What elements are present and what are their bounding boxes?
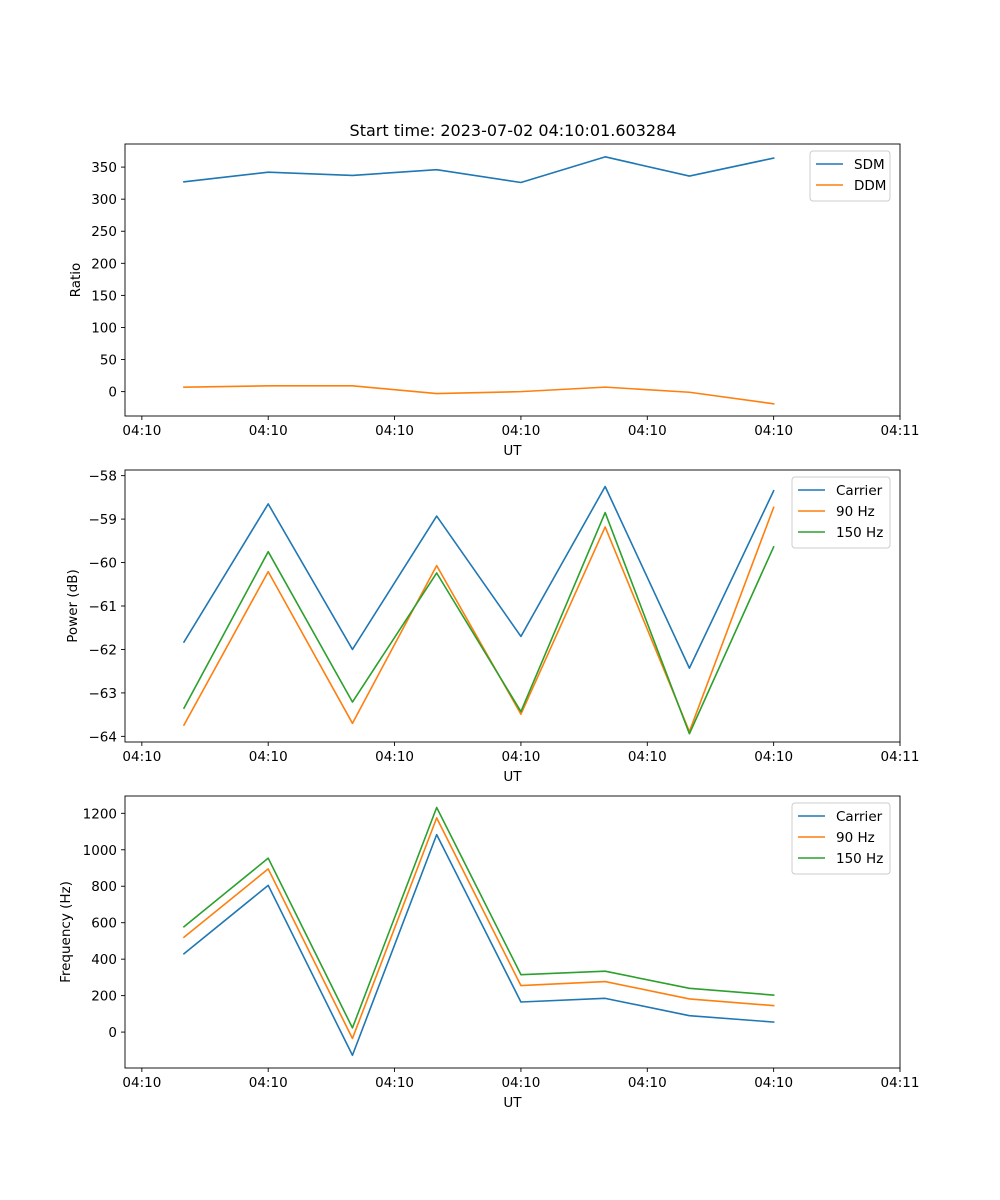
y-tick-label: 50 xyxy=(100,353,117,369)
legend-entry-label: 150 Hz xyxy=(836,525,883,541)
y-tick-label: 150 xyxy=(91,288,117,304)
legend-entry-label: Carrier xyxy=(836,809,883,825)
legend: Carrier 90 Hz 150 Hz xyxy=(791,802,891,875)
x-tick-label: 04:10 xyxy=(501,1075,540,1091)
x-axis-label: UT xyxy=(503,1095,522,1111)
x-tick-label: 04:11 xyxy=(881,1075,920,1091)
y-tick-label: −64 xyxy=(89,729,118,745)
subplot-3: 04:10 04:10 04:10 04:10 04:10 04:10 04:11 0 200 4… xyxy=(58,795,920,1111)
subplot-2: 04:10 04:10 04:10 04:10 04:10 04:10 04:11 −64 −6… xyxy=(65,469,919,785)
x-tick-label: 04:10 xyxy=(501,749,540,765)
legend-entry-label: Carrier xyxy=(836,483,883,499)
y-tick-label: 350 xyxy=(91,160,117,176)
series-line-sdm xyxy=(183,156,775,184)
y-tick-label: 300 xyxy=(91,192,117,208)
x-tick-label: 04:10 xyxy=(122,1075,161,1091)
y-axis-label: Frequency (Hz) xyxy=(58,881,74,983)
x-tick-label: 04:10 xyxy=(122,749,161,765)
y-tick-label: −59 xyxy=(89,512,118,528)
legend: SDM DDM xyxy=(809,150,891,202)
x-tick-label: 04:10 xyxy=(249,423,288,439)
series-line-carrier xyxy=(182,833,775,1057)
legend-entry-label: 150 Hz xyxy=(836,851,883,867)
chart-title: Start time: 2023-07-02 04:10:01.603284 xyxy=(350,121,677,140)
y-tick-label: 200 xyxy=(91,256,117,272)
y-axis-label: Ratio xyxy=(68,263,84,298)
legend-box xyxy=(791,476,891,549)
series-line-150-hz xyxy=(182,511,775,735)
legend-box xyxy=(791,802,891,875)
x-tick-label: 04:10 xyxy=(375,1075,414,1091)
y-tick-label: 600 xyxy=(91,916,117,932)
y-tick-label: −61 xyxy=(89,599,118,615)
x-tick-label: 04:10 xyxy=(249,749,288,765)
x-axis-label: UT xyxy=(503,443,522,459)
y-tick-label: 250 xyxy=(91,224,117,240)
y-tick-label: 800 xyxy=(91,879,117,895)
axes-frame xyxy=(124,795,901,1069)
series-line-90-hz xyxy=(182,506,775,733)
y-tick-label: −63 xyxy=(89,686,118,702)
x-tick-label: 04:10 xyxy=(375,749,414,765)
y-tick-label: 400 xyxy=(91,952,117,968)
y-tick-label: −58 xyxy=(89,469,118,485)
y-tick-label: −62 xyxy=(89,642,118,658)
subplot-1: 04:10 04:10 04:10 04:10 04:10 04:10 04:11 0 50 10… xyxy=(68,143,920,459)
series-line-ddm xyxy=(183,385,775,405)
legend-entry-label: DDM xyxy=(854,178,886,194)
y-tick-label: 1000 xyxy=(83,843,117,859)
series-line-carrier xyxy=(182,485,775,669)
x-tick-label: 04:10 xyxy=(628,423,667,439)
x-tick-label: 04:10 xyxy=(754,1075,793,1091)
axes-frame xyxy=(124,469,901,743)
x-tick-label: 04:11 xyxy=(881,749,920,765)
x-tick-label: 04:11 xyxy=(881,423,920,439)
series-line-90-hz xyxy=(182,817,775,1040)
x-tick-label: 04:10 xyxy=(501,423,540,439)
legend-entry-label: 90 Hz xyxy=(836,830,875,846)
axes-frame xyxy=(124,143,901,417)
x-tick-label: 04:10 xyxy=(122,423,161,439)
x-tick-label: 04:10 xyxy=(628,749,667,765)
series-line-150-hz xyxy=(182,806,775,1029)
y-axis-label: Power (dB) xyxy=(65,569,81,642)
x-tick-label: 04:10 xyxy=(249,1075,288,1091)
x-axis-label: UT xyxy=(503,769,522,785)
y-tick-label: 0 xyxy=(108,1025,117,1041)
y-tick-label: 200 xyxy=(91,989,117,1005)
x-tick-label: 04:10 xyxy=(754,749,793,765)
legend-entry-label: 90 Hz xyxy=(836,504,875,520)
y-tick-label: 1200 xyxy=(83,806,117,822)
legend-entry-label: SDM xyxy=(854,157,885,173)
y-tick-label: 0 xyxy=(108,385,117,401)
y-tick-label: −60 xyxy=(89,556,118,572)
legend: Carrier 90 Hz 150 Hz xyxy=(791,476,891,549)
x-tick-label: 04:10 xyxy=(754,423,793,439)
x-tick-label: 04:10 xyxy=(375,423,414,439)
y-tick-label: 100 xyxy=(91,320,117,336)
x-tick-label: 04:10 xyxy=(628,1075,667,1091)
